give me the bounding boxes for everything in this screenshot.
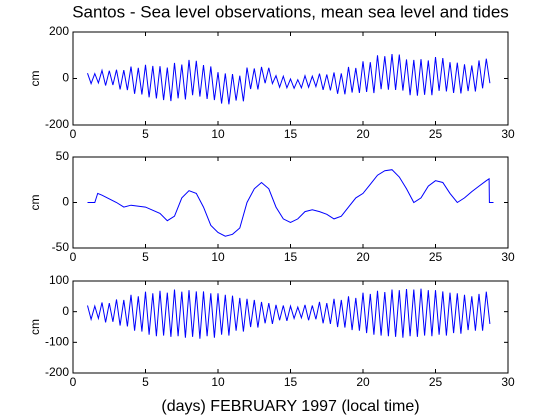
x-tick-label: 15 bbox=[284, 250, 298, 264]
x-tick-label: 0 bbox=[70, 375, 77, 389]
x-tick-label: 0 bbox=[70, 250, 77, 264]
x-tick-label: 15 bbox=[284, 127, 298, 141]
x-tick-label: 20 bbox=[356, 250, 370, 264]
y-axis-label: cm bbox=[28, 71, 42, 87]
y-axis-label: cm bbox=[28, 195, 42, 211]
chart-title: Santos - Sea level observations, mean se… bbox=[72, 2, 509, 21]
x-tick-label: 5 bbox=[142, 250, 149, 264]
x-tick-label: 0 bbox=[70, 127, 77, 141]
x-tick-label: 15 bbox=[284, 375, 298, 389]
y-axis-label: cm bbox=[28, 319, 42, 335]
y-tick-label: -100 bbox=[45, 335, 69, 349]
x-tick-label: 30 bbox=[501, 375, 515, 389]
x-tick-label: 25 bbox=[429, 250, 443, 264]
y-tick-label: 0 bbox=[62, 304, 69, 318]
y-tick-label: 0 bbox=[62, 195, 69, 209]
data-line bbox=[87, 288, 491, 339]
x-tick-label: 25 bbox=[429, 127, 443, 141]
y-tick-label: -50 bbox=[52, 240, 70, 254]
x-tick-label: 25 bbox=[429, 375, 443, 389]
x-tick-label: 10 bbox=[211, 127, 225, 141]
y-tick-label: 200 bbox=[49, 24, 69, 38]
x-tick-label: 10 bbox=[211, 250, 225, 264]
y-tick-label: -200 bbox=[45, 117, 69, 131]
data-line bbox=[87, 54, 491, 105]
y-tick-label: 0 bbox=[62, 71, 69, 85]
data-line bbox=[87, 169, 494, 237]
x-tick-label: 20 bbox=[356, 127, 370, 141]
x-tick-label: 5 bbox=[142, 375, 149, 389]
x-tick-label: 5 bbox=[142, 127, 149, 141]
y-tick-label: 50 bbox=[56, 149, 70, 163]
y-tick-label: -200 bbox=[45, 365, 69, 379]
x-axis-label: (days) FEBRUARY 1997 (local time) bbox=[161, 398, 419, 415]
x-tick-label: 30 bbox=[501, 250, 515, 264]
x-tick-label: 20 bbox=[356, 375, 370, 389]
y-tick-label: 100 bbox=[49, 273, 69, 287]
axes-box bbox=[72, 156, 509, 249]
x-tick-label: 10 bbox=[211, 375, 225, 389]
x-tick-label: 30 bbox=[501, 127, 515, 141]
